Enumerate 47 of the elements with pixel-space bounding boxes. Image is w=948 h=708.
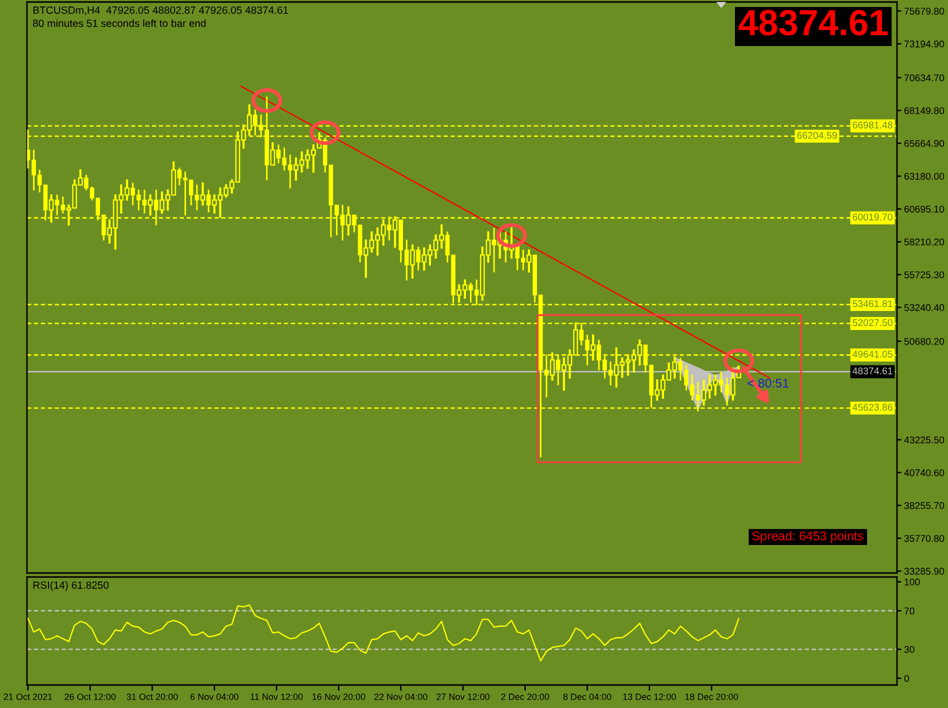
y-tick-label: 38255.70: [904, 502, 944, 510]
y-tick-label: 35770.80: [904, 534, 944, 542]
y-tick-label: 50680.20: [904, 338, 944, 345]
annotation: < 80:51: [748, 378, 789, 388]
x-tick-label: 8 Dec 04:00: [563, 694, 612, 700]
ref-line-label: 66981.48: [852, 122, 892, 129]
chart-title: BTCUSDm,H4 47926.05 48802.87 47926.05 48374.61: [33, 6, 288, 16]
ref-line-label: 66204.59: [797, 132, 837, 139]
x-tick-label: 6 Nov 04:00: [190, 694, 238, 700]
text: 80 minutes 51 seconds left to bar end: [33, 19, 206, 28]
x-tick-label: 13 Dec 12:00: [623, 694, 676, 700]
y-tick-label: 73194.90: [904, 40, 944, 48]
x-tick-label: 22 Nov 04:00: [374, 694, 428, 700]
y-tick-label: 68149.80: [904, 107, 944, 114]
ref-line-label: 60019.70: [852, 214, 892, 220]
y-tick-label: 58210.20: [904, 238, 944, 246]
ref-line-label: 53461.81: [852, 300, 892, 308]
ref-line-label: 52027.50: [852, 319, 892, 326]
y-tick-label: 33285.90: [904, 568, 944, 575]
x-tick-label: 27 Nov 12:00: [436, 694, 490, 700]
y-tick-label: 30: [904, 646, 914, 653]
y-tick-label: 40740.60: [904, 469, 944, 476]
y-tick-label: 100: [904, 578, 920, 586]
y-tick-label: 43225.50: [904, 436, 944, 444]
annotation: 48374.61: [738, 10, 888, 36]
y-tick-label: 75679.80: [904, 8, 944, 15]
x-tick-label: 16 Nov 20:00: [312, 694, 366, 700]
annotation: Spread: 6453 points: [752, 531, 864, 543]
y-tick-label: 0: [904, 674, 909, 682]
y-tick-label: 65664.90: [904, 140, 944, 147]
ref-line-label: 45623.86: [852, 404, 892, 411]
x-tick-label: 2 Dec 20:00: [501, 694, 550, 700]
ref-line-label: 48374.61: [852, 367, 892, 374]
y-tick-label: 55725.30: [904, 271, 944, 278]
x-tick-label: 31 Oct 20:00: [126, 694, 178, 700]
x-tick-label: 18 Dec 20:00: [685, 694, 738, 700]
x-tick-label: 21 Oct 2021: [4, 694, 52, 700]
ref-line-label: 49641.05: [852, 350, 892, 358]
line-series: [27, 604, 740, 662]
x-tick-label: 11 Nov 12:00: [250, 694, 303, 700]
y-tick-label: 70634.70: [904, 74, 944, 82]
y-tick-label: 60695.10: [904, 206, 944, 213]
x-tick-label: 26 Oct 12:00: [64, 694, 116, 700]
y-tick-label: 70: [904, 607, 914, 614]
y-tick-label: 53240.40: [904, 304, 944, 312]
y-tick-label: 63180.00: [904, 172, 944, 180]
chart-title: RSI(14) 61.8250: [33, 581, 109, 591]
